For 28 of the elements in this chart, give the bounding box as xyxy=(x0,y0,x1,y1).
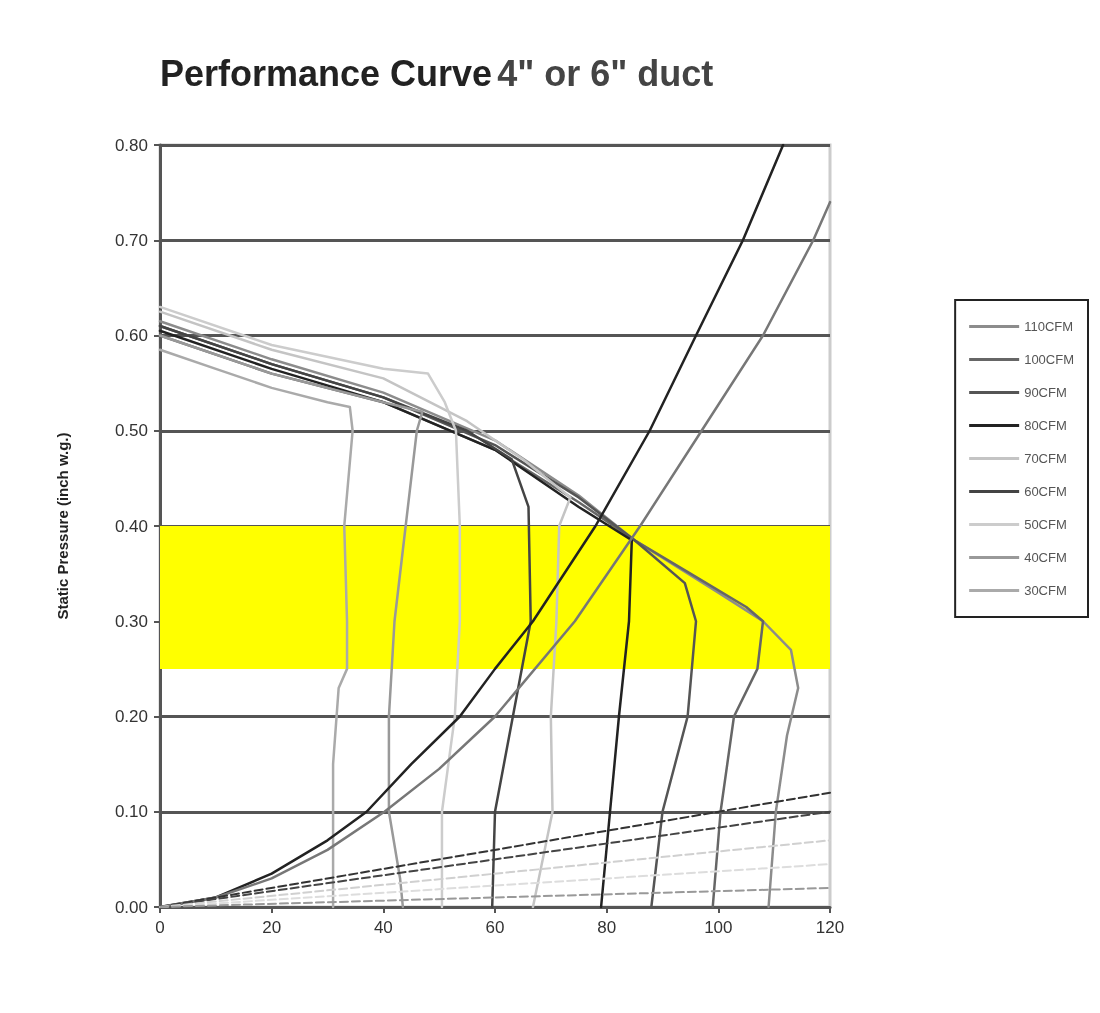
x-tick-label: 80 xyxy=(597,918,617,937)
x-tick-label: 60 xyxy=(485,918,505,937)
legend-label: 50CFM xyxy=(1024,517,1067,532)
y-tick-label: 0.30 xyxy=(114,611,148,631)
legend-label: 90CFM xyxy=(1024,385,1067,400)
y-tick-label: 0.80 xyxy=(114,135,148,155)
legend-label: 40CFM xyxy=(1024,550,1067,565)
legend-label: 100CFM xyxy=(1024,352,1075,367)
x-tick-label: 40 xyxy=(373,918,393,937)
y-tick-label: 0.00 xyxy=(114,897,148,917)
y-tick-label: 0.10 xyxy=(114,802,148,822)
legend-label: 30CFM xyxy=(1024,583,1067,598)
x-tick-label: 120 xyxy=(815,918,845,937)
legend-label: 70CFM xyxy=(1024,451,1067,466)
chart-title: Performance Curve xyxy=(160,52,493,94)
chart-subtitle: 4" or 6" duct xyxy=(497,52,714,94)
y-tick-label: 0.70 xyxy=(114,230,148,250)
y-axis-title: Static Pressure (inch w.g.) xyxy=(54,432,71,620)
legend-label: 60CFM xyxy=(1024,484,1067,499)
x-tick-label: 0 xyxy=(155,918,165,937)
y-tick-label: 0.50 xyxy=(114,421,148,441)
x-tick-label: 20 xyxy=(262,918,282,937)
y-tick-label: 0.60 xyxy=(114,326,148,345)
legend-label: 80CFM xyxy=(1024,418,1067,433)
y-tick-label: 0.40 xyxy=(114,516,148,536)
legend-label: 110CFM xyxy=(1024,319,1074,334)
y-tick-label: 0.20 xyxy=(114,707,148,726)
x-tick-label: 100 xyxy=(704,918,733,937)
